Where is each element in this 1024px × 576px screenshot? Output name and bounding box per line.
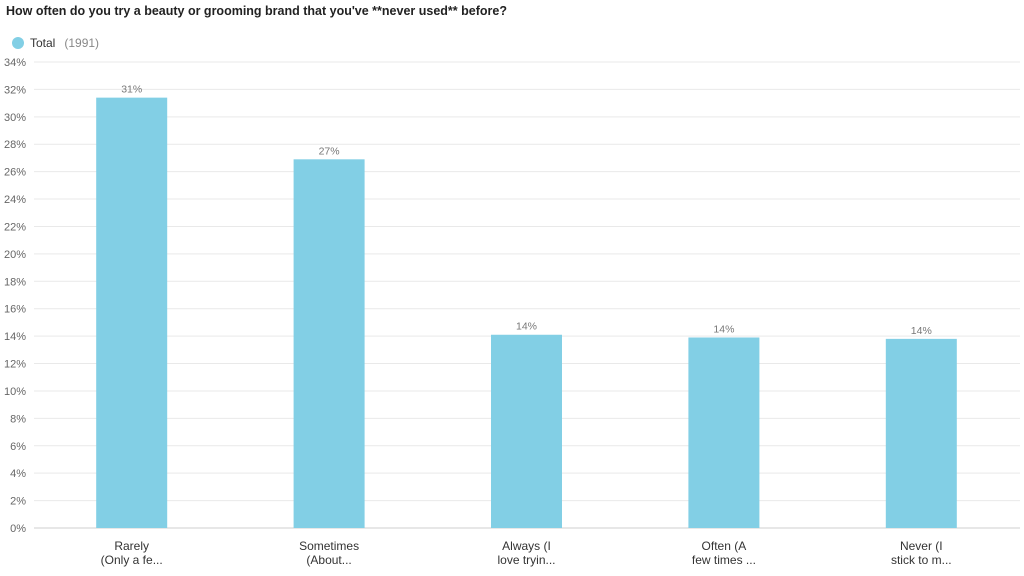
y-tick-label: 28% xyxy=(4,139,26,151)
x-category-label: Rarely xyxy=(114,539,149,553)
y-tick-label: 32% xyxy=(4,84,26,96)
bar xyxy=(688,337,760,528)
x-category-label: Always (I xyxy=(502,539,551,553)
y-tick-label: 24% xyxy=(4,194,26,206)
y-tick-label: 16% xyxy=(4,304,26,316)
y-tick-label: 30% xyxy=(4,112,26,124)
legend[interactable]: Total (1991) xyxy=(12,36,99,50)
bar xyxy=(885,338,957,528)
x-category-label: (About... xyxy=(306,553,351,567)
y-tick-label: 18% xyxy=(4,276,26,288)
y-tick-label: 2% xyxy=(10,496,26,508)
x-category-label: Never (I xyxy=(900,539,943,553)
y-tick-label: 4% xyxy=(10,468,26,480)
bar xyxy=(293,159,365,528)
x-category-label: stick to m... xyxy=(891,553,952,567)
bar xyxy=(491,334,562,528)
legend-series-count: (1991) xyxy=(64,36,100,50)
y-tick-label: 8% xyxy=(10,413,26,425)
y-tick-label: 0% xyxy=(10,523,26,535)
bar-value-label: 14% xyxy=(911,325,932,337)
chart-title: How often do you try a beauty or groomin… xyxy=(6,4,507,18)
y-tick-label: 20% xyxy=(4,249,26,261)
x-category-label: Sometimes xyxy=(299,539,359,553)
x-category-label: few times ... xyxy=(692,553,756,567)
legend-marker xyxy=(12,37,24,49)
legend-series-name: Total xyxy=(30,36,56,50)
bar-value-label: 31% xyxy=(121,84,142,96)
bar-value-label: 14% xyxy=(516,321,537,333)
bar xyxy=(96,97,168,529)
y-tick-label: 14% xyxy=(4,331,26,343)
bar-value-label: 14% xyxy=(713,323,734,335)
x-category-label: Often (A xyxy=(702,539,747,553)
bar-value-label: 27% xyxy=(319,145,340,157)
x-category-label: love tryin... xyxy=(497,553,555,567)
x-category-label: (Only a fe... xyxy=(101,553,163,567)
y-tick-label: 6% xyxy=(10,441,26,453)
y-tick-label: 22% xyxy=(4,221,26,233)
y-tick-label: 26% xyxy=(4,167,26,179)
y-tick-label: 34% xyxy=(4,57,26,69)
y-tick-label: 10% xyxy=(4,386,26,398)
y-tick-label: 12% xyxy=(4,359,26,371)
